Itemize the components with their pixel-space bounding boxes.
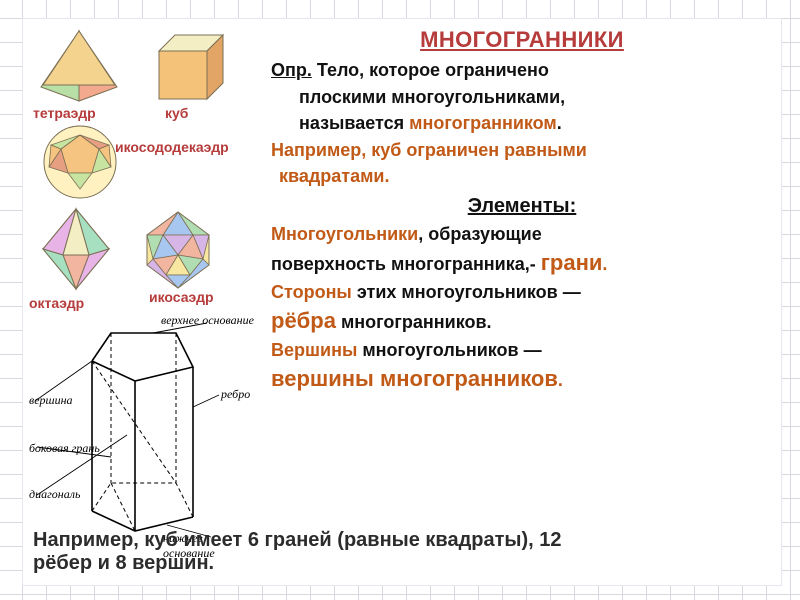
elem-l1-b: , образующие bbox=[418, 224, 542, 244]
content-card: тетраэдр куб икосододекаэдр bbox=[22, 18, 782, 586]
elem-line-1: Многоугольники, образующие bbox=[271, 223, 773, 246]
callout-edge: ребро bbox=[221, 387, 250, 402]
def-prefix: Опр. bbox=[271, 60, 312, 80]
elem-l5-a: Вершины bbox=[271, 340, 357, 360]
def-line-3: называется многогранником. bbox=[271, 112, 773, 135]
elem-line-2: поверхность многогранника,- грани. bbox=[271, 249, 773, 277]
prism-svg bbox=[29, 303, 255, 563]
right-column: МНОГОГРАННИКИ Опр. Тело, которое огранич… bbox=[271, 25, 773, 397]
example-line2: квадратами. bbox=[271, 165, 773, 188]
callout-face: боковая грань bbox=[29, 441, 100, 456]
elem-line-6: вершины многогранников. bbox=[271, 365, 773, 393]
elem-l2-term: грани bbox=[541, 250, 603, 275]
prism-diagram: верхнее основание вершина ребро боковая … bbox=[29, 303, 255, 563]
elem-l1-a: Многоугольники bbox=[271, 224, 418, 244]
left-column: тетраэдр куб икосододекаэдр bbox=[29, 27, 261, 563]
bottom-line-1: Например, куб имеет 6 граней (равные ква… bbox=[33, 529, 771, 552]
icosahedron-icon bbox=[139, 209, 217, 291]
elem-l4-b: многогранников. bbox=[336, 312, 492, 332]
elem-l2-a: поверхность многогранника,- bbox=[271, 254, 541, 274]
callout-top: верхнее основание bbox=[161, 313, 254, 328]
elem-line-4: рёбра многогранников. bbox=[271, 307, 773, 335]
icosidodeca-label: икосододекаэдр bbox=[115, 139, 229, 155]
callout-vertex: вершина bbox=[29, 393, 73, 408]
elem-line-5: Вершины многоугольников — bbox=[271, 339, 773, 362]
cube-icon bbox=[149, 27, 237, 109]
bottom-line-2: рёбер и 8 вершин. bbox=[33, 552, 771, 575]
def-line-1: Опр. Тело, которое ограничено bbox=[271, 59, 773, 82]
elem-l4-term: рёбра bbox=[271, 308, 336, 333]
icosidodecahedron-icon bbox=[41, 123, 119, 201]
octahedron-icon bbox=[37, 205, 115, 295]
elements-heading: Элементы: bbox=[271, 194, 773, 219]
elem-l3-a: Стороны bbox=[271, 282, 352, 302]
def-line-2: плоскими многоугольниками, bbox=[271, 86, 773, 109]
example-line1: Например, куб ограничен равными bbox=[271, 139, 773, 162]
elem-l3-b: этих многоугольников — bbox=[352, 282, 581, 302]
bottom-example: Например, куб имеет 6 граней (равные ква… bbox=[33, 529, 771, 575]
page-title: МНОГОГРАННИКИ bbox=[271, 27, 773, 53]
tetrahedron-icon bbox=[37, 27, 121, 105]
def-line-3-pre: называется bbox=[299, 113, 409, 133]
elem-l6-term: вершины многогранников bbox=[271, 366, 558, 391]
callout-diag: диагональ bbox=[29, 487, 80, 502]
elem-l5-b: многоугольников — bbox=[357, 340, 541, 360]
elem-line-3: Стороны этих многоугольников — bbox=[271, 281, 773, 304]
def-rest1: Тело, которое ограничено bbox=[312, 60, 549, 80]
def-term: многогранником bbox=[409, 113, 557, 133]
